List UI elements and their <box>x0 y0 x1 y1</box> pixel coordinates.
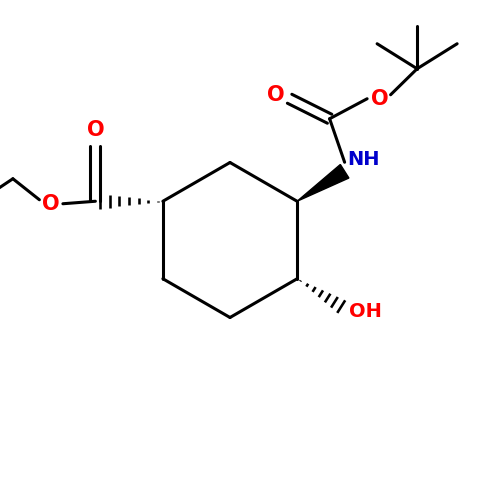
Text: NH: NH <box>347 150 380 169</box>
Polygon shape <box>297 164 349 201</box>
Text: O: O <box>371 89 388 109</box>
Text: OH: OH <box>348 302 382 321</box>
Text: O: O <box>86 120 104 140</box>
Text: O: O <box>42 194 59 214</box>
Text: O: O <box>267 84 284 105</box>
